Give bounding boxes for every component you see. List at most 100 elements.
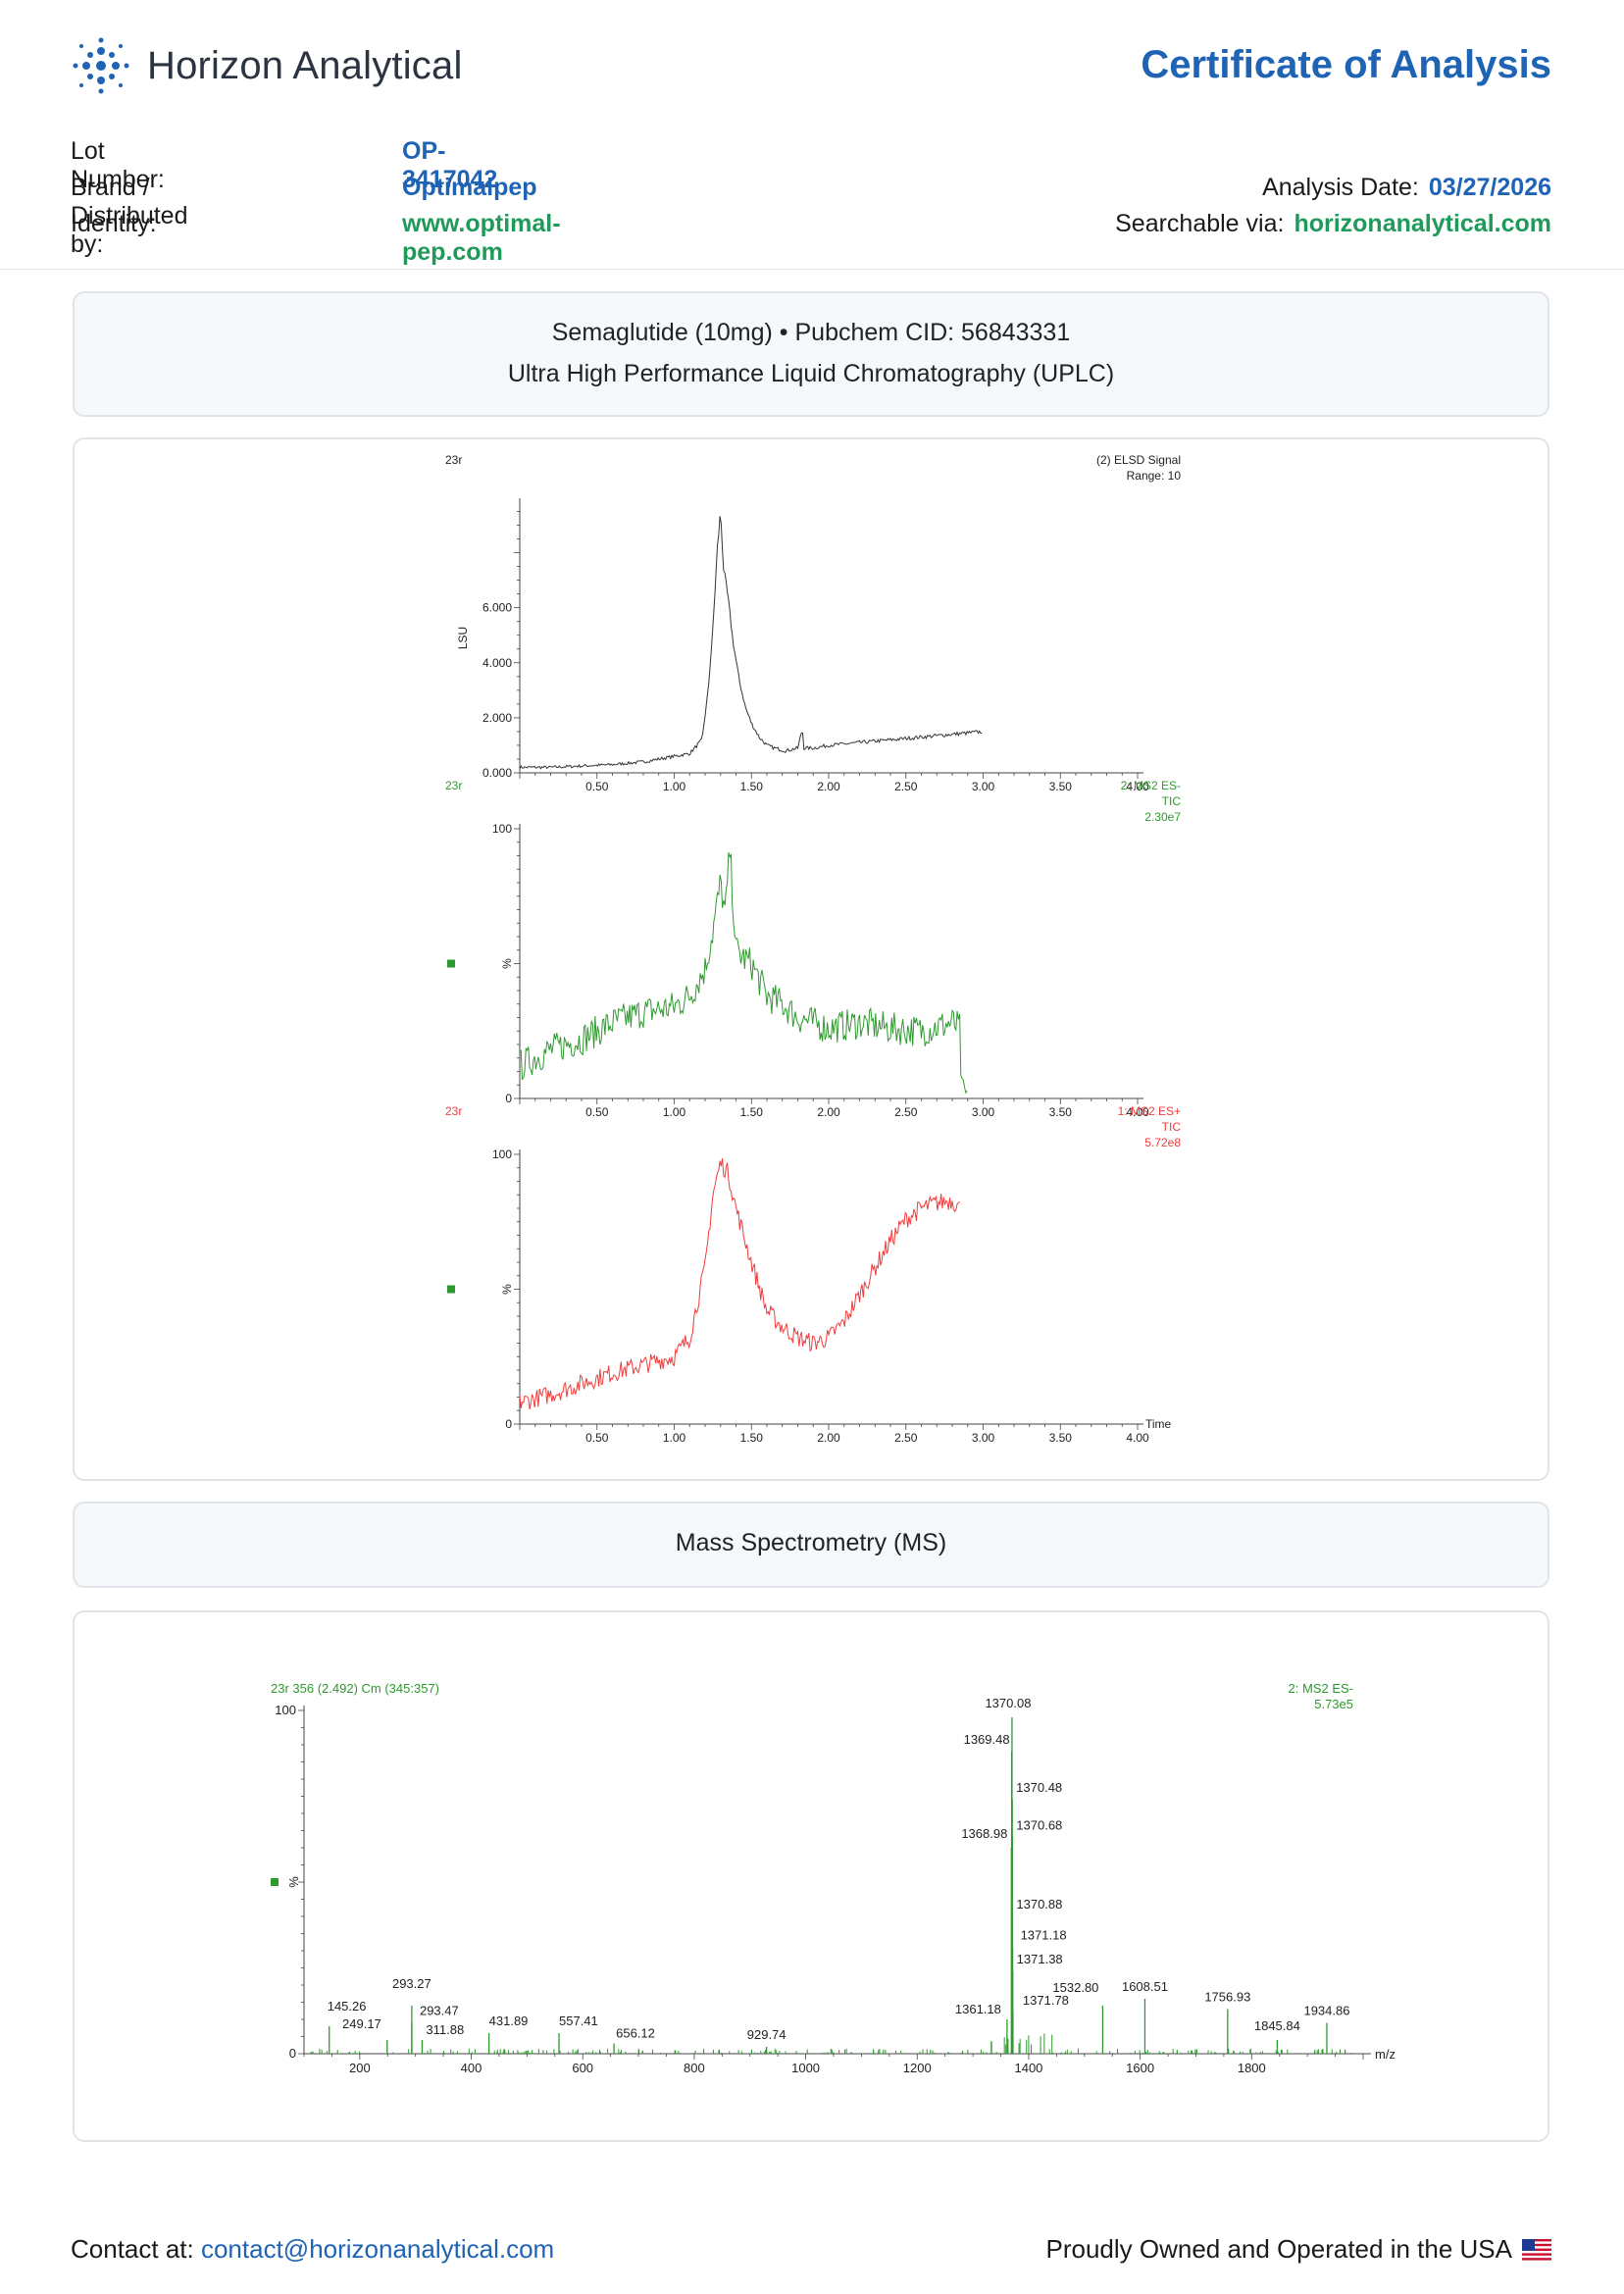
brand-value: Optimalpep [402,174,537,201]
peak-label: 1368.98 [961,1826,1007,1841]
series-trace [519,516,983,770]
uplc-title-panel: Semaglutide (10mg) • Pubchem CID: 568433… [73,291,1549,417]
method-line: Ultra High Performance Liquid Chromatogr… [507,360,1115,387]
peak-label: 311.88 [426,2022,464,2037]
legend-entry: 2: MS2 ES- [1121,779,1181,792]
x-tick-label: 3.50 [1049,1431,1073,1445]
lot-label: Lot Number: [71,137,165,193]
x-tick-label: 1.50 [740,780,764,793]
y-tick-label: 0 [505,1092,512,1105]
analysis-date-row: Analysis Date: 03/27/2026 [1262,174,1551,202]
series-trace [519,1158,960,1409]
header: Horizon Analytical Certificate of Analys… [0,0,1624,270]
identity-label: Identity: [71,210,157,237]
peak-label: 1370.68 [1016,1818,1062,1833]
uplc-chromatogram: 0.50 1.00 1.50 2.00 2.50 3.00 3.50 4.00 0.000 2.0… [445,453,1182,1445]
y-tick-label: 0.000 [482,766,512,780]
y-tick-label: 0 [505,1417,512,1431]
legend-entry: 2: MS2 ES- [1289,1681,1353,1696]
x-tick-label: 600 [572,2061,593,2075]
sample-label: 23r [445,779,462,792]
logo-text: Horizon Analytical [147,43,463,87]
ms-chart-panel: 200 400 600 800 1000 1200 1400 1600 1800 0 100% m/z… [73,1610,1549,2142]
peak-label: 557.41 [559,2014,598,2028]
peak-label: 431.89 [489,2014,529,2028]
peak-label: 1371.78 [1023,1993,1069,2008]
x-tick-label: 1800 [1238,2061,1266,2075]
channel-marker-icon [447,959,455,968]
peak-label: 1370.88 [1016,1897,1062,1912]
x-tick-label: 1.00 [663,1431,686,1445]
searchable-link[interactable]: horizonanalytical.com [1294,210,1551,237]
y-tick-label: 2.000 [482,711,512,725]
channel-marker-icon [271,1878,279,1886]
y-axis-label: % [500,1284,514,1295]
legend-entry: Range: 10 [1127,469,1182,483]
usa-text: Proudly Owned and Operated in the USA [1045,2234,1512,2264]
y-tick-label: 100 [492,1147,512,1161]
x-tick-label: 2.00 [817,1105,840,1119]
peak-label: 1756.93 [1204,1990,1250,2005]
y-tick-label: 6.000 [482,601,512,615]
legend-entry: 2.30e7 [1144,810,1181,824]
contact-label: Contact at: [71,2234,194,2264]
analysis-date-label: Analysis Date: [1262,174,1419,201]
x-tick-label: 0.50 [585,1431,609,1445]
ms-title: Mass Spectrometry (MS) [675,1529,947,1556]
x-tick-label: 0.50 [585,1105,609,1119]
x-tick-label: 1600 [1126,2061,1154,2075]
legend-entry: TIC [1162,794,1182,808]
series-trace [519,852,968,1095]
sample-label: 23r [445,453,462,467]
legend-entry: 5.73e5 [1314,1697,1353,1711]
peak-label: 293.47 [420,2004,459,2018]
peak-label: 1532.80 [1052,1980,1098,1995]
x-axis-label: m/z [1375,2047,1396,2062]
horizon-logo-icon [73,37,129,94]
channel-marker-icon [447,1285,455,1294]
x-tick-label: 1.00 [663,780,686,793]
contact-email-link[interactable]: contact@horizonanalytical.com [200,2234,555,2264]
x-tick-label: 1.00 [663,1105,686,1119]
peak-label: 1934.86 [1303,2004,1349,2018]
lot-value: OP-3417042 [402,137,498,193]
peak-label: 249.17 [342,2016,381,2031]
uplc-chart-panel: 0.50 1.00 1.50 2.00 2.50 3.00 3.50 4.00 0.000 2.0… [73,437,1549,1481]
identity-link[interactable]: www.optimal-pep.com [402,210,561,266]
x-tick-label: 1.50 [740,1105,764,1119]
analysis-date-value: 03/27/2026 [1428,174,1551,201]
peak-label: 1369.48 [964,1732,1010,1747]
x-tick-label: 3.50 [1049,780,1073,793]
peak-label: 1608.51 [1122,1979,1168,1994]
peak-label: 656.12 [616,2026,655,2041]
us-flag-icon [1522,2238,1551,2261]
y-axis-label: % [500,958,514,969]
x-tick-label: 1200 [903,2061,932,2075]
brand-label: Brand / Distributed by: [71,174,188,258]
legend-entry: TIC [1162,1120,1182,1134]
footer-usa: Proudly Owned and Operated in the USA [1045,2234,1551,2265]
peak-label: 1361.18 [955,2002,1001,2016]
logo: Horizon Analytical [71,35,463,96]
x-tick-label: 3.50 [1049,1105,1073,1119]
peak-label: 1845.84 [1254,2018,1300,2033]
x-tick-label: 3.00 [972,1431,995,1445]
x-tick-label: 0.50 [585,780,609,793]
searchable-row: Searchable via: horizonanalytical.com [1115,210,1551,238]
peak-label: 1371.18 [1021,1928,1067,1943]
x-tick-label: 4.00 [1126,1431,1149,1445]
document-title: Certificate of Analysis [1141,43,1551,86]
x-tick-label: 2.50 [894,780,918,793]
x-tick-label: 2.00 [817,1431,840,1445]
peak-label: 293.27 [392,1976,431,1991]
x-axis-label: Time [1145,1417,1172,1431]
compound-line: Semaglutide (10mg) • Pubchem CID: 568433… [551,319,1071,346]
x-tick-label: 2.50 [894,1105,918,1119]
legend-entry: (2) ELSD Signal [1096,453,1181,467]
ms-title-panel: Mass Spectrometry (MS) [73,1502,1549,1588]
x-tick-label: 1000 [791,2061,820,2075]
footer-contact: Contact at: contact@horizonanalytical.co… [71,2234,554,2265]
peak-label: 145.26 [328,1999,367,2014]
searchable-label: Searchable via: [1115,210,1285,237]
y-tick-label: 0 [289,2046,296,2061]
